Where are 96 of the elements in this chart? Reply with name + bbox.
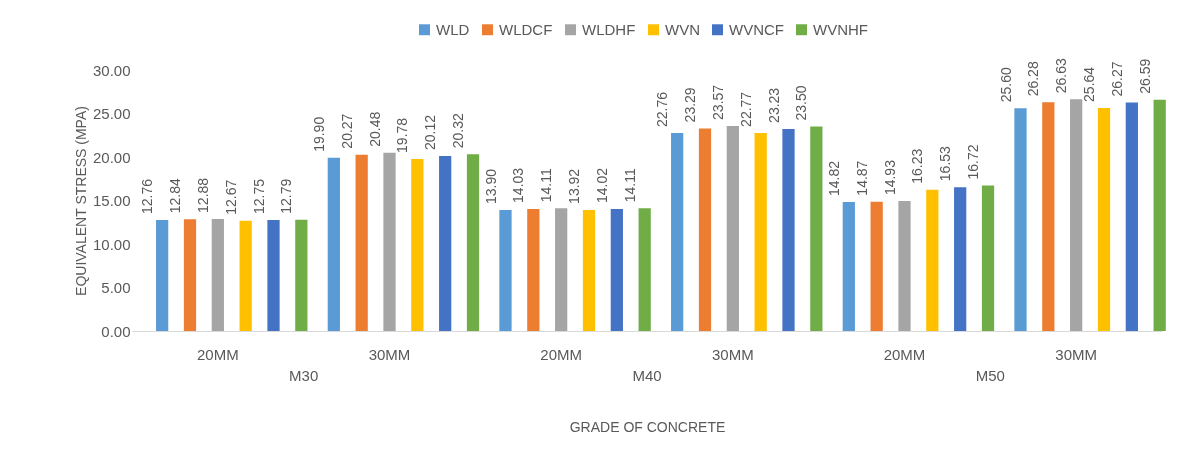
bar [1153,99,1166,331]
data-label: 12.79 [278,178,295,214]
bar [156,219,169,331]
legend-label: WLD [436,20,470,38]
text: M50 [975,367,1005,384]
data-label: 12.84 [167,178,184,214]
x-tick-label: 20MM [540,345,583,363]
bar [183,219,197,331]
data-label: 16.72 [965,144,982,180]
data-label: 25.60 [997,67,1014,103]
data-label: 22.76 [654,91,671,127]
y-tick-label: 10.00 [92,235,131,253]
x-tick-label: 20MM [883,345,926,363]
data-label: 14.87 [853,160,870,196]
bar [1125,102,1138,331]
x-tick-label: 30MM [711,345,754,363]
bar [211,218,224,331]
bar [295,219,308,331]
data-label: 23.57 [709,84,726,120]
bar [411,158,424,331]
data-label: 26.28 [1025,61,1042,97]
bar [383,152,396,331]
data-label: 19.90 [310,116,327,152]
legend-label: WVNHF [813,20,868,38]
bar [267,220,280,331]
legend-label: WLDCF [499,20,553,38]
legend-label: WLDHF [582,20,636,38]
data-label: 20.48 [366,111,383,147]
data-label: 14.03 [510,167,527,203]
legend-label: WVNCF [729,20,784,38]
data-label: 14.11 [538,168,555,203]
bar [671,132,684,331]
data-label: 23.29 [682,87,699,123]
data-label: 14.11 [621,168,638,203]
bar [1042,102,1055,331]
bar [1097,107,1111,331]
bar [842,202,855,331]
data-label: 12.75 [250,178,267,215]
data-label: 26.63 [1053,58,1070,94]
y-tick-label: 15.00 [92,192,131,209]
y-tick-label: 5.00 [101,279,131,296]
x-tick-label: 20MM [196,345,239,363]
bar [466,154,480,331]
bar [954,187,967,331]
y-tick-label: 20.00 [92,148,131,166]
data-label: 14.02 [593,167,610,204]
y-tick-label: 25.00 [92,105,131,122]
x-axis-title: GRADE OF CONCRETE [569,418,726,435]
bar [726,125,739,331]
text: M40 [632,367,662,384]
data-label: 13.90 [482,168,499,205]
y-tick-label: 0.00 [101,322,131,340]
data-label: 16.23 [909,148,926,184]
data-label: 16.53 [937,145,954,182]
data-label: 25.64 [1081,66,1098,102]
bar [898,201,911,331]
bar [638,208,651,331]
data-label: 14.82 [825,160,842,197]
bar [870,201,883,331]
bar [926,189,939,331]
data-label: 14.93 [881,159,898,196]
bar [782,128,795,331]
x-tick-label: 30MM [368,345,411,363]
bar [1070,99,1083,331]
bar [327,157,340,331]
y-tick-label: 30.00 [92,61,131,79]
data-label: 12.88 [194,177,211,213]
bar [1014,108,1027,331]
data-label: 26.59 [1136,58,1153,94]
data-label: 23.50 [793,85,810,121]
legend-label: WVN [665,20,700,38]
x-tick-label: 30MM [1055,345,1098,363]
bar [698,128,712,331]
data-label: 12.67 [222,179,239,215]
bar [610,209,623,331]
bar [499,210,512,331]
data-label: 20.27 [338,113,355,149]
y-axis-title: EQUIVALENT STRESS (MPA) [72,106,89,296]
data-label: 12.76 [139,178,156,214]
bar [582,209,596,331]
data-label: 19.78 [394,117,411,153]
bar [527,208,540,331]
bar [239,220,252,331]
data-label: 22.77 [737,91,754,127]
data-label: 23.23 [765,87,782,123]
bar [981,185,995,331]
data-label: 26.27 [1108,61,1125,97]
data-label: 20.12 [422,114,439,150]
bar [555,208,568,331]
data-label: 20.32 [450,112,467,149]
bar [810,126,823,331]
bar [754,132,767,331]
text: M30 [289,367,319,384]
data-label: 13.92 [566,168,583,204]
bar [439,155,452,331]
bar [355,154,368,331]
